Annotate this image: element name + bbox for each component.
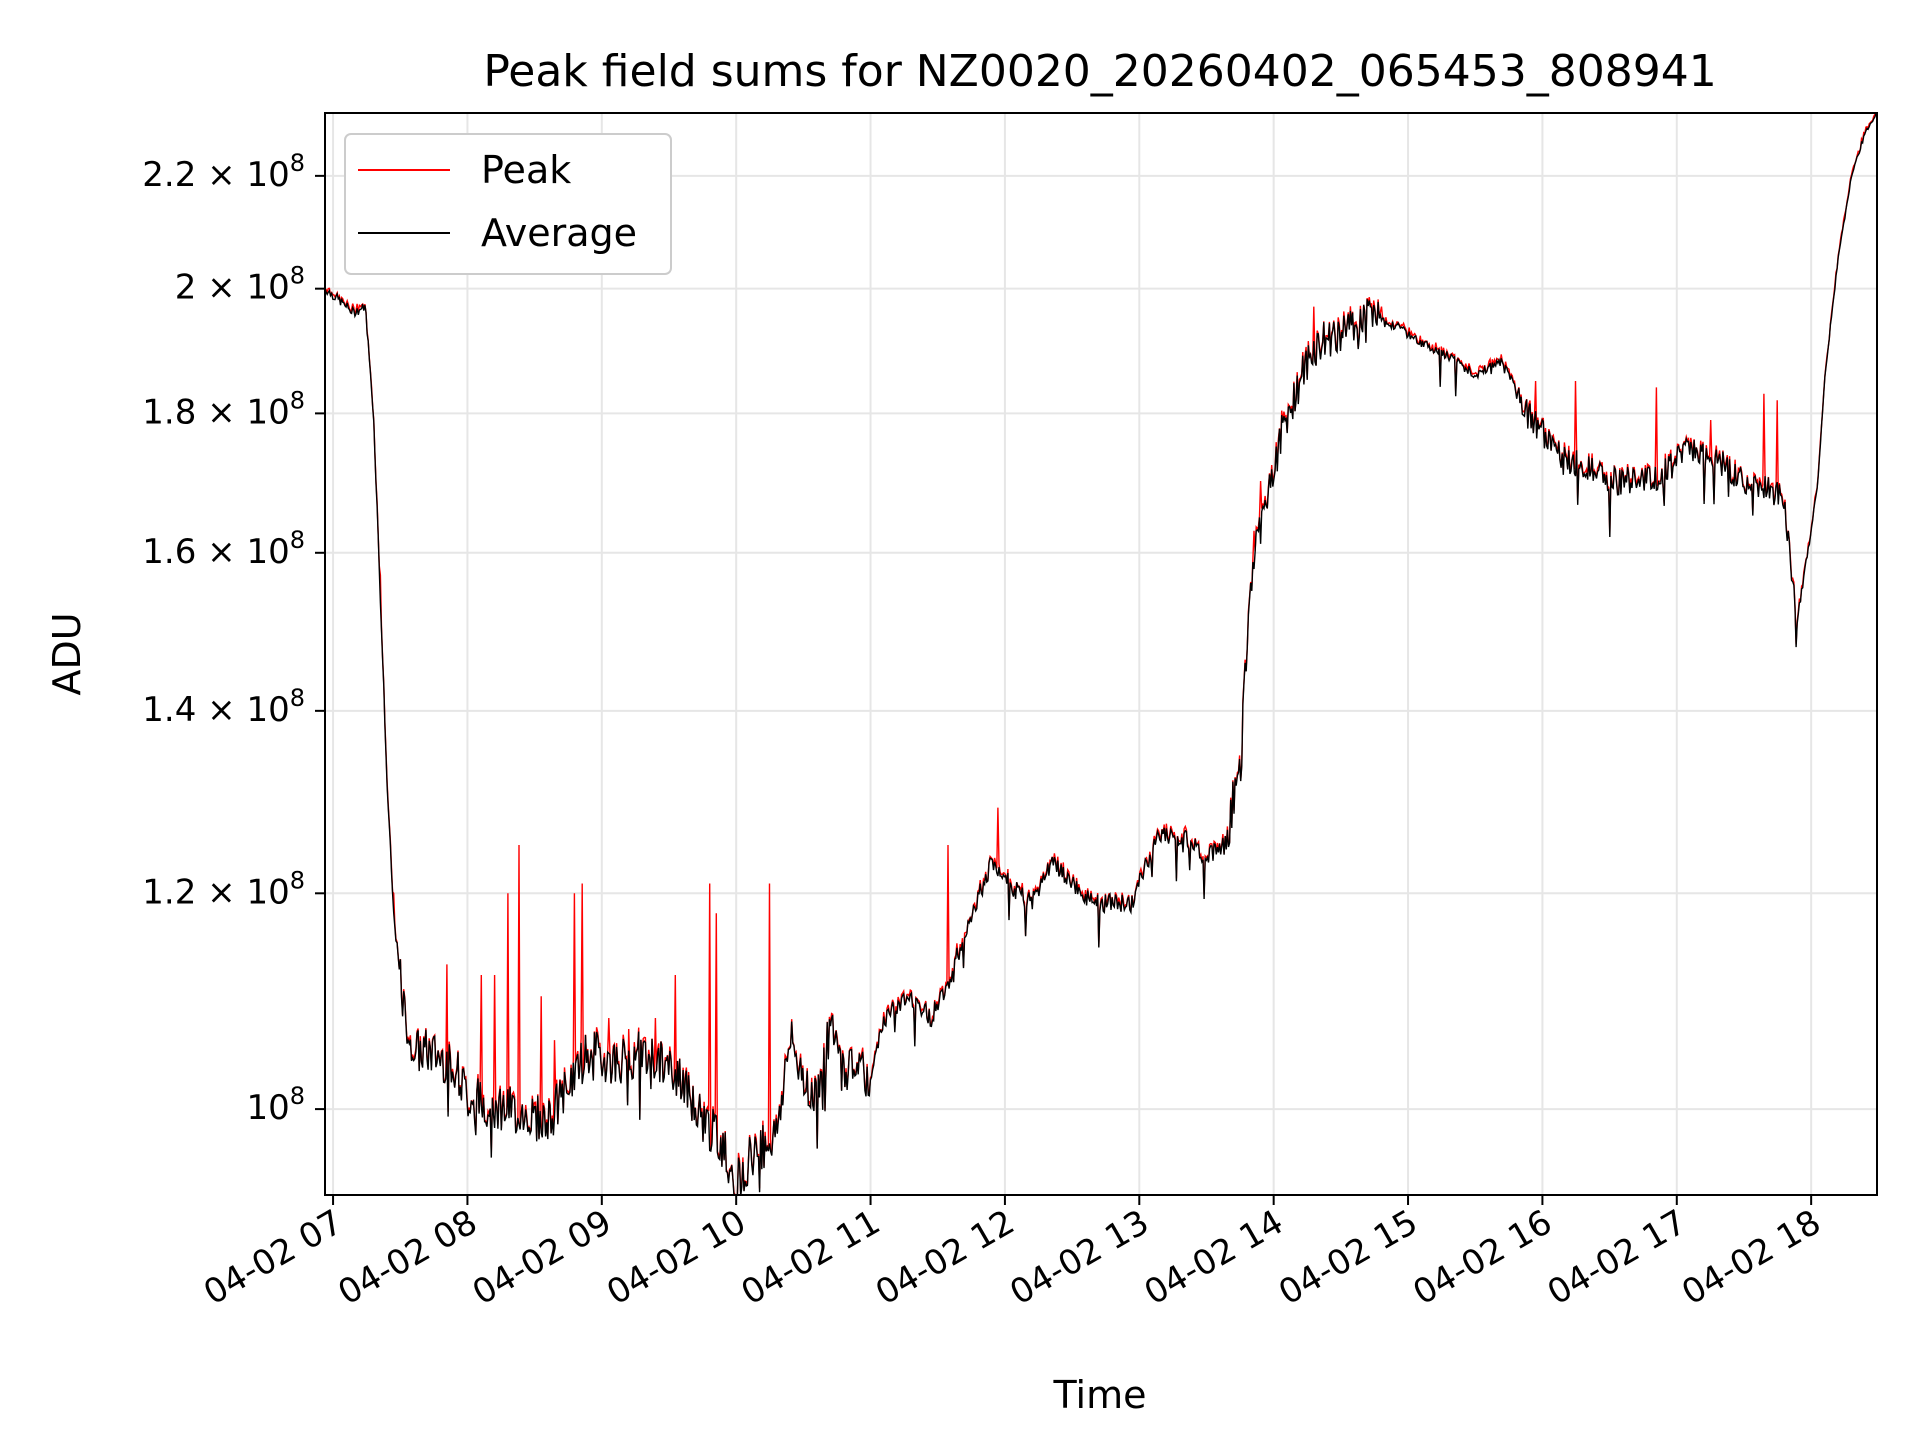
y-tick-label: 108 — [246, 1082, 305, 1128]
legend-label-average: Average — [481, 211, 637, 255]
legend: Peak Average — [344, 133, 672, 275]
y-tick-label: 1.2 × 108 — [142, 866, 305, 912]
series-line-average — [325, 113, 1877, 1195]
y-tick-label-part: 10 — [246, 532, 289, 572]
y-tick-label-part: 2 — [175, 268, 197, 308]
y-tick-label-part: 10 — [246, 268, 289, 308]
grid — [325, 113, 1877, 1195]
chart-title: Peak field sums for NZ0020_20260402_0654… — [483, 46, 1716, 97]
y-tick-label-part: × — [196, 872, 246, 912]
y-tick-label-part: 10 — [246, 155, 289, 195]
y-tick-label: 1.4 × 108 — [142, 684, 305, 730]
y-tick-label: 2.2 × 108 — [142, 149, 305, 195]
y-tick-label-part: 1.2 — [142, 872, 196, 912]
series-lines — [325, 113, 1877, 1195]
y-tick-label-part: 8 — [290, 684, 305, 712]
y-tick-label-part: 8 — [290, 866, 305, 894]
y-tick-label-part: 8 — [290, 149, 305, 177]
y-tick-label-part: × — [196, 392, 246, 432]
y-tick-label-part: 1.6 — [142, 532, 196, 572]
y-tick-label-part: 10 — [246, 690, 289, 730]
plot-frame — [324, 112, 1878, 1196]
y-axis-label: ADU — [45, 612, 89, 695]
y-tick-label: 1.8 × 108 — [142, 386, 305, 432]
y-tick-label-part: × — [196, 155, 246, 195]
y-tick-label-part: 1.4 — [142, 690, 196, 730]
y-tick-label-part: × — [196, 532, 246, 572]
y-tick-label-part: 8 — [290, 386, 305, 414]
y-tick-label-part: 10 — [246, 872, 289, 912]
x-axis-label: Time — [1053, 1373, 1147, 1417]
y-tick-label-part: 10 — [246, 1088, 289, 1128]
y-tick-label-part: 8 — [290, 1082, 305, 1110]
y-tick-label-part: 10 — [246, 392, 289, 432]
y-tick-label-part: 2.2 — [142, 155, 196, 195]
y-tick-label: 2 × 108 — [175, 262, 305, 308]
y-tick-label-part: 8 — [290, 526, 305, 554]
y-tick-label-part: 1.8 — [142, 392, 196, 432]
legend-label-peak: Peak — [481, 148, 571, 192]
y-tick-label-part: × — [196, 268, 246, 308]
y-tick-label: 1.6 × 108 — [142, 526, 305, 572]
y-tick-label-part: × — [196, 690, 246, 730]
y-tick-label-part: 8 — [290, 262, 305, 290]
